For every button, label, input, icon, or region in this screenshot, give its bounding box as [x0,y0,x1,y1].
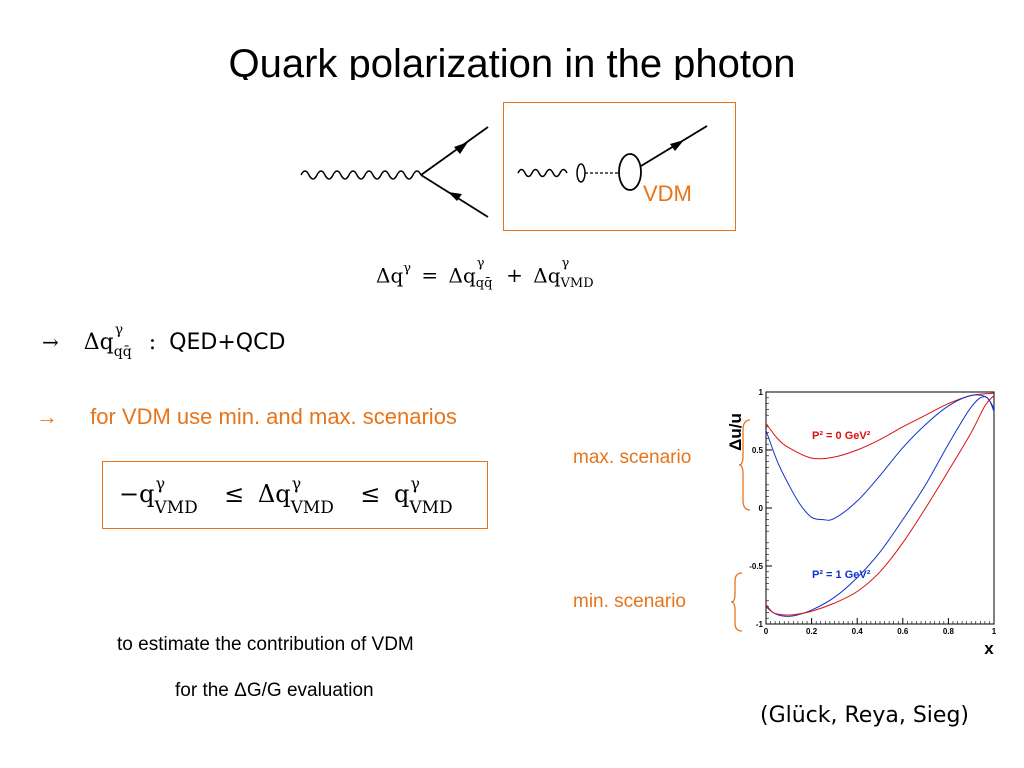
arrow-icon [448,192,462,201]
inequality-box: −q γ VMD ≤ Δq γ VMD ≤ q γ VMD [102,461,488,529]
ineq-b: Δq [257,480,291,508]
arrow-icon: → [36,404,58,429]
page-title: Quark polarization in the photon [228,42,796,80]
series-line-3 [765,395,995,616]
chart-ylabel: Δu/u [726,413,745,451]
qed-qcd-text: QED+QCD [169,330,286,355]
eq-term2-sub: VMD [560,276,594,292]
chart-annotation-p0: P² = 0 GeV² [812,430,871,442]
estimate-line-2: for the ΔG/G evaluation [175,680,374,701]
eq-plus: + [506,263,523,288]
eq-term2: Δq [533,263,561,288]
quark-line [420,126,489,176]
ineq-le2: ≤ [360,480,381,508]
ineq-c-sub: VMD [409,498,453,518]
min-scenario-brace-icon [730,572,743,632]
qed-qcd-line: → Δq γ qq̄ : QED+QCD [42,322,286,360]
max-scenario-label: max. scenario [573,447,692,468]
x-tick-label: 1 [992,627,997,636]
polarization-chart: 0 0.2 0.4 0.6 0.8 1 -1 -0.5 0 0.5 1 Δu/u x P² = 0 … [726,388,997,658]
series-line-0 [765,392,995,460]
vdm-scenarios-text: for VDM use min. and max. scenarios [90,404,457,429]
ineq-c: q [393,480,410,508]
vdm-scenarios-line: → for VDM use min. and max. scenarios [36,404,457,430]
feynman-diagram-vdm [517,125,708,191]
y-tick-label: 1 [759,388,764,397]
vdm-label: VDM [643,181,692,206]
estimate-line-1: to estimate the contribution of VDM [117,634,414,655]
chart-frame [765,391,995,625]
qqbar-term-sup: γ [114,322,124,338]
main-equation: Δqγ = Δq γ qq̄ + Δq γ VMD [376,256,601,291]
chart-annotation-p1: P² = 1 GeV² [812,569,871,581]
min-scenario-label: min. scenario [573,591,686,612]
ineq-a-sub: VMD [154,498,198,518]
y-tick-label: 0.5 [752,446,764,455]
series-line-2 [765,396,995,617]
series-line-1 [765,394,995,521]
ineq-b-sup: γ [291,474,302,493]
chart-xlabel: x [984,639,994,658]
x-tick-label: 0.4 [852,627,864,636]
eq-term1-sup: γ [476,256,485,272]
feynman-diagram-qqbar [300,126,489,218]
ineq-le1: ≤ [224,480,245,508]
qqbar-term-sub: qq̄ [113,344,132,360]
colon: : [148,330,157,355]
max-scenario-brace-icon [738,419,751,511]
ineq-a-sup: γ [155,474,166,493]
x-tick-label: 0.8 [943,627,955,636]
eq-lhs-sup: γ [403,261,412,276]
vector-meson-icon [576,163,586,183]
ineq-c-sup: γ [410,474,420,493]
eq-term2-sup: γ [561,256,570,272]
ineq-a: −q [119,480,155,508]
x-tick-label: 0.6 [897,627,909,636]
arrow-icon [454,142,468,154]
y-tick-label: 0 [759,504,764,513]
eq-lhs: Δq [376,263,404,288]
ineq-b-sub: VMD [290,498,334,518]
reference: (Glück, Reya, Sieg) [760,703,969,728]
arrow-icon [670,140,684,151]
eq-term1-sub: qq̄ [475,276,493,292]
photon-line [517,168,568,178]
eq-term1: Δq [448,263,476,288]
qqbar-term: Δq [83,330,114,355]
x-tick-label: 0 [764,627,769,636]
y-tick-label: -0.5 [749,562,763,571]
vdm-diagram-box: VDM [503,102,736,231]
arrow-icon: → [42,330,59,354]
photon-line [300,170,422,180]
y-tick-label: -1 [756,620,764,629]
x-tick-label: 0.2 [806,627,818,636]
hadron-blob-icon [618,153,642,191]
eq-equals: = [421,263,439,288]
